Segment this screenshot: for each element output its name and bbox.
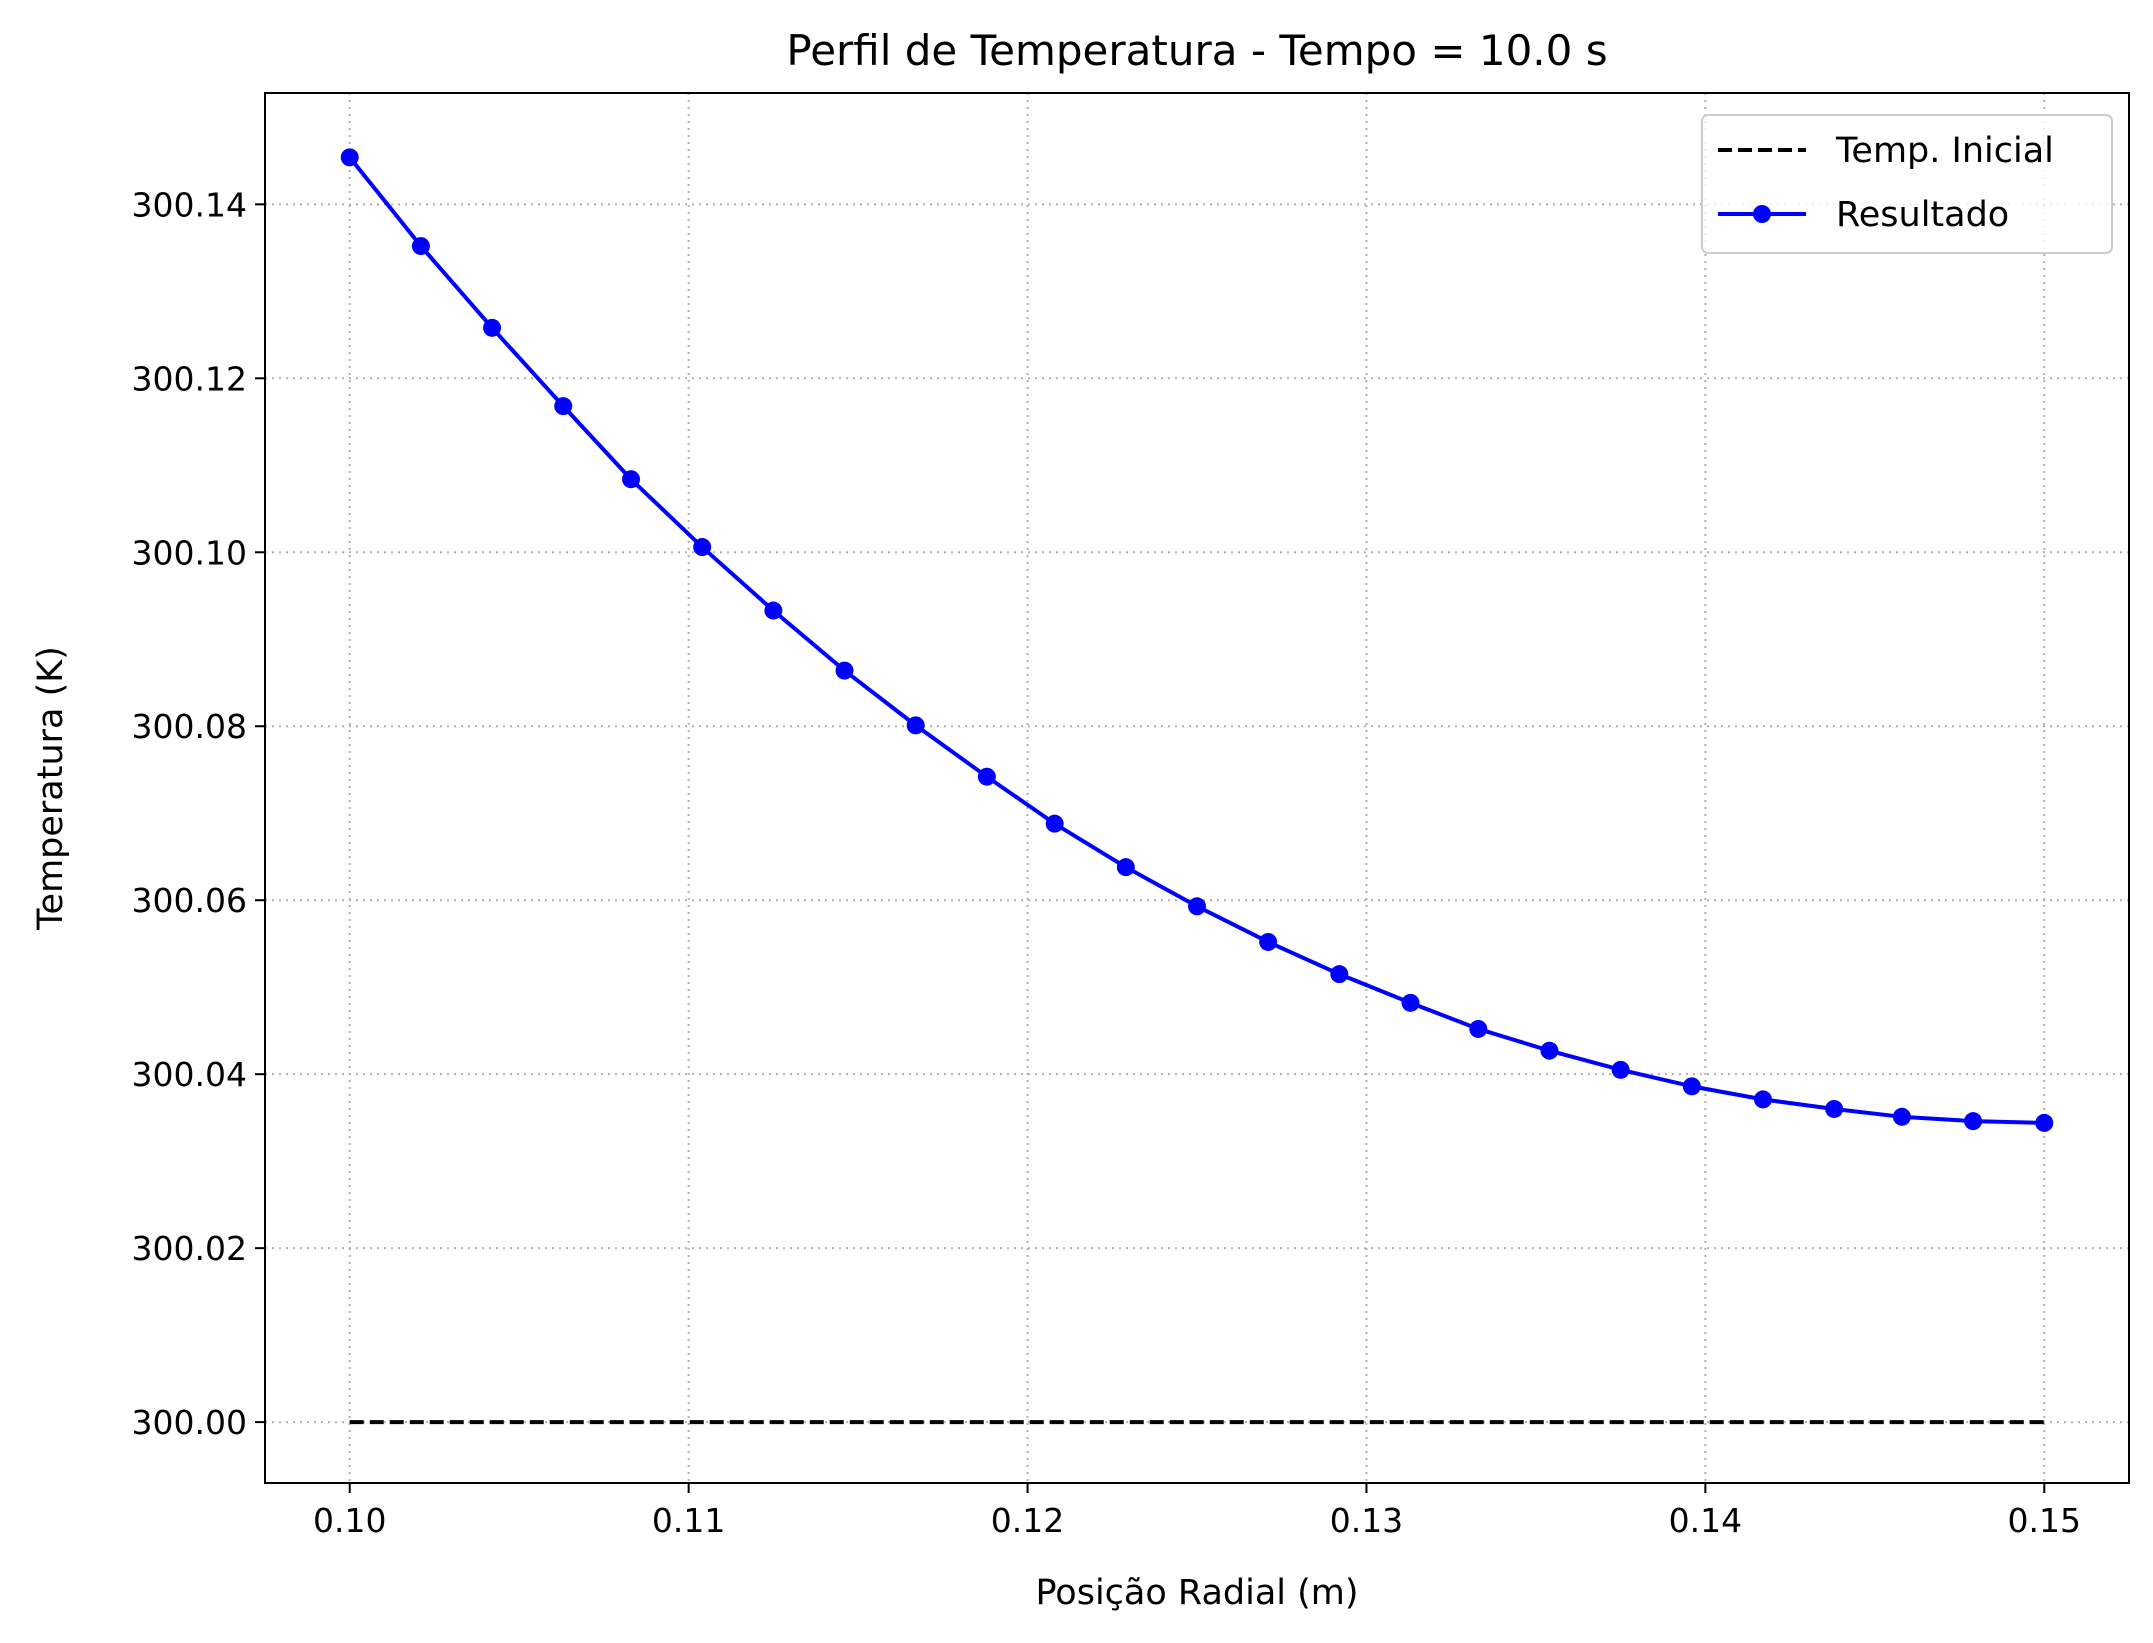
y-tick-label: 300.12 xyxy=(132,359,247,398)
data-point-resultado xyxy=(1540,1041,1559,1060)
legend-label-resultado: Resultado xyxy=(1836,195,2009,235)
legend-label-temp-inicial: Temp. Inicial xyxy=(1835,131,2054,171)
data-point-resultado xyxy=(554,397,573,416)
y-tick-label: 300.08 xyxy=(132,707,247,746)
data-point-resultado xyxy=(411,237,430,256)
data-point-resultado xyxy=(1964,1112,1983,1131)
x-tick-label: 0.13 xyxy=(1330,1501,1403,1540)
y-tick-label: 300.00 xyxy=(132,1403,247,1442)
grid-lines xyxy=(265,93,2129,1483)
data-point-resultado xyxy=(1188,897,1206,916)
x-tick-label: 0.14 xyxy=(1669,1501,1742,1540)
data-point-resultado xyxy=(977,767,996,786)
data-point-resultado xyxy=(1259,932,1278,951)
x-axis-title: Posição Radial (m) xyxy=(1035,1573,1358,1613)
data-point-resultado xyxy=(835,661,854,680)
plot-series xyxy=(340,148,2054,1425)
x-tick-label: 0.12 xyxy=(991,1501,1064,1540)
y-tick-label: 300.04 xyxy=(132,1055,247,1094)
data-point-resultado xyxy=(483,318,502,337)
data-point-resultado xyxy=(1825,1099,1844,1118)
legend-marker-resultado xyxy=(1753,205,1771,223)
x-tick-label: 0.11 xyxy=(652,1501,725,1540)
x-tick-label: 0.10 xyxy=(313,1501,386,1540)
y-axis-title: Temperatura (K) xyxy=(31,646,71,931)
data-point-resultado xyxy=(764,601,783,620)
data-point-resultado xyxy=(340,148,359,167)
data-point-resultado xyxy=(1330,965,1349,984)
y-tick-label: 300.10 xyxy=(132,533,247,572)
axis-ticks: 0.10 0.11 0.12 0.13 0.14 0.15 300.00 300.02 300.… xyxy=(132,185,2081,1540)
data-point-resultado xyxy=(2035,1113,2054,1132)
y-tick-label: 300.02 xyxy=(132,1229,247,1268)
y-tick-label: 300.06 xyxy=(132,881,247,920)
data-point-resultado xyxy=(1116,858,1135,877)
data-point-resultado xyxy=(1045,814,1064,833)
legend: Temp. Inicial Resultado xyxy=(1701,114,2113,254)
data-point-resultado xyxy=(1892,1107,1911,1126)
data-point-resultado xyxy=(1682,1077,1701,1096)
data-point-resultado xyxy=(1469,1019,1488,1038)
data-point-resultado xyxy=(1401,993,1420,1012)
data-point-resultado xyxy=(906,716,925,735)
data-point-resultado xyxy=(1753,1090,1772,1109)
chart-title: Perfil de Temperatura - Tempo = 10.0 s xyxy=(786,26,1607,75)
x-tick-label: 0.15 xyxy=(2008,1501,2081,1540)
data-point-resultado xyxy=(622,470,641,489)
data-point-resultado xyxy=(693,538,712,557)
data-point-resultado xyxy=(1611,1060,1630,1079)
y-tick-label: 300.14 xyxy=(132,185,247,224)
plot-frame xyxy=(264,92,2130,1484)
